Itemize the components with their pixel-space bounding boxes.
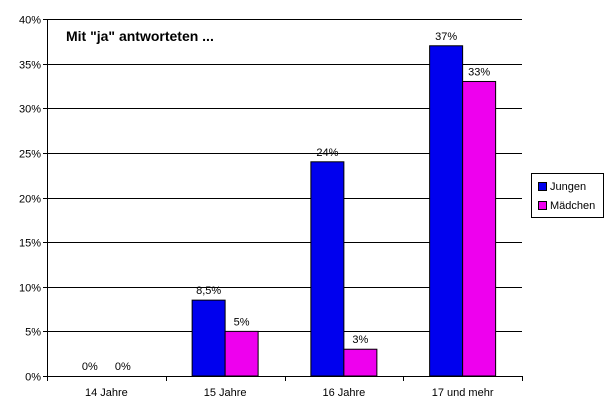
data-label: 3% [352, 334, 368, 346]
gridlines [47, 19, 522, 332]
y-tick-label: 10% [19, 283, 41, 295]
y-tick-label: 5% [25, 327, 41, 339]
chart-title: Mit "ja" antworteten ... [66, 28, 214, 44]
data-label: 24% [316, 147, 338, 159]
legend-swatch-maedchen [538, 200, 547, 210]
y-tick-label: 20% [19, 194, 41, 206]
x-tick-label: 15 Jahre [204, 387, 247, 399]
legend-label-jungen: Jungen [550, 181, 587, 194]
bar-jungen [191, 299, 226, 377]
legend-item-jungen: Jungen [538, 181, 586, 193]
labels: 0% 5% 10% 15% 20% 25% 30% 35% 40% 14 Jahre 15 Jahr… [19, 15, 494, 400]
data-label: 0% [115, 361, 131, 373]
legend-item-maedchen: Mädchen [538, 200, 595, 212]
x-tick-label: 17 und mehr [432, 387, 494, 399]
bar-maedchen [343, 348, 378, 377]
data-label: 0% [82, 361, 98, 373]
y-tick-label: 30% [19, 104, 41, 116]
y-tick-label: 15% [19, 238, 41, 250]
x-tick-label: 16 Jahre [322, 387, 365, 399]
x-tick-label: 14 Jahre [85, 387, 128, 399]
bar-maedchen [224, 330, 259, 377]
data-label: 37% [435, 31, 457, 43]
data-label: 5% [234, 316, 250, 328]
bar-jungen [310, 161, 345, 377]
y-tick-label: 35% [19, 60, 41, 72]
y-tick-label: 25% [19, 149, 41, 161]
legend: Jungen Mädchen [531, 173, 604, 218]
y-tick-label: 0% [25, 372, 41, 384]
legend-label-maedchen: Mädchen [550, 200, 596, 213]
data-label: 8,5% [196, 285, 221, 297]
data-label: 33% [468, 66, 490, 78]
y-tick-label: 40% [19, 15, 41, 27]
bars [191, 45, 497, 377]
bar-jungen [429, 45, 464, 377]
bar-maedchen [462, 80, 497, 377]
legend-swatch-jungen [538, 181, 547, 191]
